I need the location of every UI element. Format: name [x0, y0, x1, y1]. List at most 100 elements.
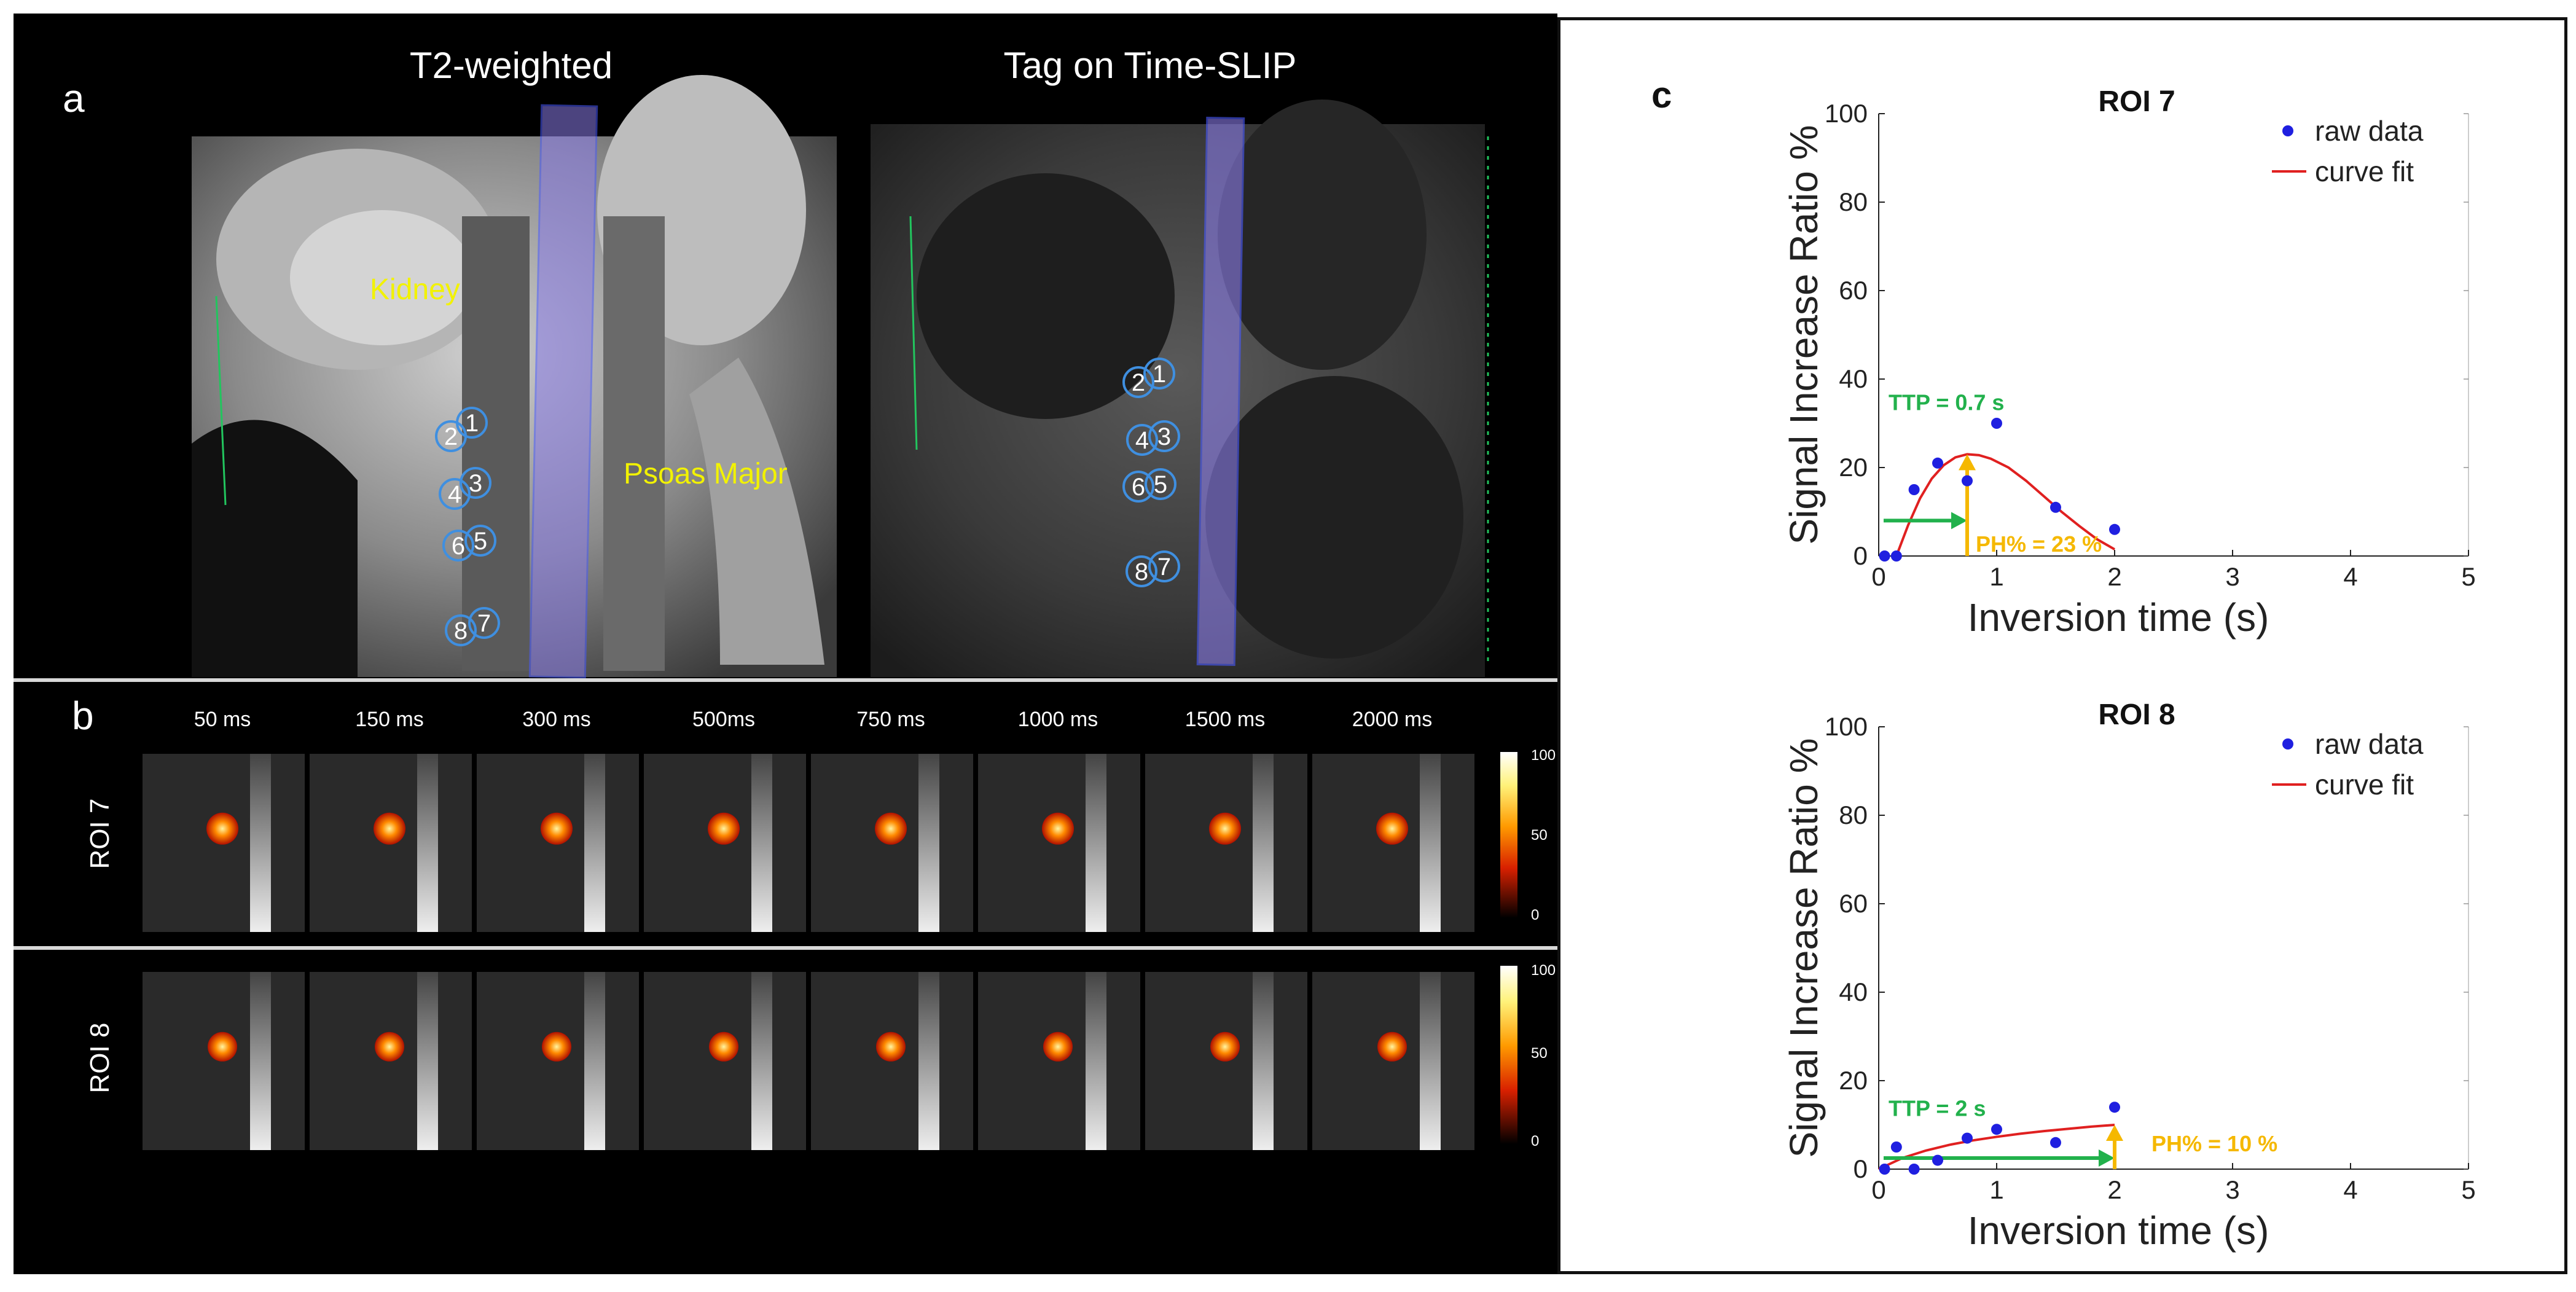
legend-raw-label: raw data	[2315, 728, 2424, 760]
frame-signal-1	[375, 1032, 404, 1062]
kidney-label: Kidney	[370, 273, 460, 306]
frame-signal-4	[875, 812, 907, 845]
time-slip-title: Tag on Time-SLIP	[1004, 45, 1297, 86]
mri-figure-canvas: a T2-weighted Tag on Time-SLIP Kidney Ps…	[14, 45, 1557, 1150]
roi-4-number: 4	[448, 481, 461, 508]
roi7-time-strip	[143, 754, 1474, 932]
panel-c-letter: c	[1651, 74, 1672, 115]
psoas-major-label: Psoas Major	[624, 458, 788, 490]
frame-cord-6	[1253, 754, 1274, 932]
raw-point-4	[1962, 1132, 1973, 1144]
raw-point-6	[2050, 501, 2061, 513]
ph-arrowhead	[1959, 454, 1976, 471]
y-tick-label-3: 60	[1839, 889, 1868, 918]
legend-raw-label: raw data	[2315, 115, 2424, 147]
x-tick-label-0: 0	[1871, 1175, 1885, 1204]
mri-figure: a T2-weighted Tag on Time-SLIP Kidney Ps…	[14, 14, 1557, 1274]
x-axis-label: Inversion time (s)	[1968, 595, 2269, 640]
svg-text:5: 5	[1154, 471, 1167, 498]
time-label-3: 500ms	[692, 708, 755, 731]
y-tick-label-0: 0	[1854, 541, 1868, 570]
y-tick-label-0: 0	[1854, 1154, 1868, 1183]
y-axis-label: Signal Increase Ratio %	[1782, 738, 1826, 1157]
frame-signal-7	[1377, 1032, 1407, 1062]
frame-cord-6	[1253, 972, 1274, 1150]
panel-b-letter: b	[72, 694, 94, 738]
x-tick-label-3: 3	[2225, 562, 2239, 591]
ph-arrowhead	[2106, 1125, 2123, 1141]
frame-cord-3	[751, 972, 772, 1150]
roi-6-ring	[442, 530, 474, 562]
svg-text:6: 6	[1132, 474, 1145, 501]
y-tick-label-4: 80	[1839, 187, 1868, 216]
frame-signal-6	[1210, 1032, 1240, 1062]
raw-point-7	[2109, 1102, 2120, 1113]
chart-roi7: 0 1 2 3 4 5 0 20 40 60 80 100 ROI 7 Inversion time (s…	[1782, 85, 2476, 640]
time-slip-tag-band	[1196, 117, 1245, 666]
frame-signal-1	[374, 812, 405, 845]
chart-roi8: 0 1 2 3 4 5 0 20 40 60 80 100 ROI 8 Inversion time (s…	[1782, 699, 2476, 1253]
series-curve-fit	[1878, 1124, 2115, 1170]
time-label-7: 2000 ms	[1352, 708, 1432, 731]
colorbar-roi8-mid: 50	[1531, 1045, 1548, 1062]
frame-cord-1	[417, 972, 438, 1150]
time-labels: 50 ms 150 ms 300 ms 500ms 750 ms 1000 ms 1500 …	[194, 708, 1433, 731]
divider-b-rows	[14, 946, 1557, 950]
raw-point-3	[1932, 457, 1943, 469]
frame-cord-1	[417, 754, 438, 932]
roi-5-number: 5	[474, 528, 487, 555]
colorbar-roi8-min: 0	[1531, 1133, 1539, 1149]
y-axis-label: Signal Increase Ratio %	[1782, 125, 1826, 544]
roi-8-number: 8	[454, 617, 468, 644]
roi-7-ring	[468, 607, 500, 639]
x-tick-label-2: 2	[2107, 1175, 2121, 1204]
legend-raw-marker	[2282, 125, 2293, 136]
frame-cord-5	[1086, 754, 1106, 932]
y-tick-label-4: 80	[1839, 801, 1868, 829]
time-label-4: 750 ms	[856, 708, 925, 731]
time-label-0: 50 ms	[194, 708, 251, 731]
x-tick-label-2: 2	[2107, 562, 2121, 591]
roi-2-number: 2	[444, 423, 458, 450]
colorbar-roi7: 100 50 0	[1500, 747, 1556, 923]
roi-8-ring	[445, 614, 477, 646]
row-label-roi7: ROI 7	[85, 799, 115, 869]
legend-fit-label: curve fit	[2315, 769, 2414, 801]
raw-point-2	[1908, 484, 1920, 495]
frame-signal-7	[1376, 812, 1408, 845]
frame-signal-4	[876, 1032, 906, 1062]
ttp-annotation: TTP = 0.7 s	[1889, 390, 2004, 415]
legend-raw-marker	[2282, 738, 2293, 750]
frame-cord-4	[918, 754, 939, 932]
frame-cord-0	[250, 754, 271, 932]
svg-text:2: 2	[1132, 369, 1145, 396]
colorbar-roi8: 100 50 0	[1500, 962, 1556, 1149]
ttp-arrowhead	[1951, 512, 1967, 530]
raw-point-1	[1890, 1141, 1902, 1153]
roi-3-ring	[460, 467, 491, 499]
t2-roi-markers: 1 2 3 4 5 6 7 8	[435, 407, 500, 646]
raw-point-4	[1962, 475, 1973, 487]
x-tick-label-4: 4	[2343, 1175, 2357, 1204]
frame-cord-4	[918, 972, 939, 1150]
time-label-5: 1000 ms	[1018, 708, 1098, 731]
chart-title: ROI 8	[2098, 699, 2175, 731]
raw-point-2	[1908, 1164, 1920, 1175]
svg-text:3: 3	[1157, 423, 1171, 450]
t2-weighted-image	[192, 75, 837, 677]
frame-signal-0	[208, 1032, 237, 1062]
legend-fit-label: curve fit	[2315, 155, 2414, 187]
raw-point-3	[1932, 1154, 1943, 1166]
frame-cord-7	[1420, 972, 1441, 1150]
ttp-arrowhead	[2099, 1149, 2115, 1167]
y-tick-label-5: 100	[1825, 99, 1868, 128]
series-curve-fit	[1895, 453, 2115, 557]
colorbar-roi7-mid: 50	[1531, 827, 1548, 844]
frame-signal-3	[708, 812, 740, 845]
raw-point-5	[1991, 1124, 2002, 1135]
roi-7-number: 7	[477, 610, 491, 637]
frame-cord-2	[584, 754, 605, 932]
frame-cord-5	[1086, 972, 1106, 1150]
roi-5-ring	[464, 525, 496, 557]
